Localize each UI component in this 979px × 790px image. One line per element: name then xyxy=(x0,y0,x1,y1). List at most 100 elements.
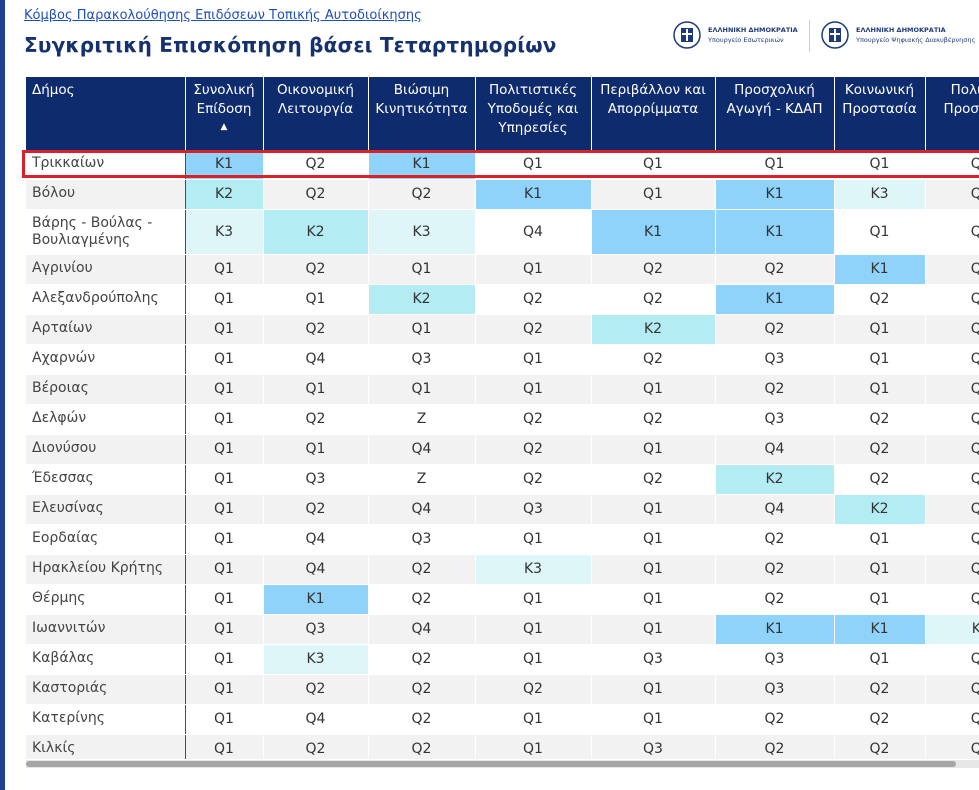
quartile-cell: Q4 xyxy=(924,644,979,675)
column-header[interactable]: Κοινωνική Προστασία xyxy=(833,77,925,150)
quartile-cell: Q1 xyxy=(184,704,263,735)
quartile-cell: K2 xyxy=(833,494,925,525)
quartile-cell: Q2 xyxy=(474,314,591,345)
quartile-cell: Q1 xyxy=(184,584,263,615)
quartile-cell: Q2 xyxy=(714,254,834,285)
table-row[interactable]: ΙωαννιτώνQ1Q3Q4Q1Q1K1K1K3 xyxy=(26,614,979,645)
quartile-cell: Q4 xyxy=(262,524,368,555)
breadcrumb-link[interactable]: Κόμβος Παρακολούθησης Επιδόσεων Τοπικής … xyxy=(24,8,422,23)
table-row[interactable]: Βάρης - Βούλας - Βουλιαγμένης K3 K2 K3 Q4 K1 K… xyxy=(26,209,979,255)
quartile-cell: Q2 xyxy=(262,734,368,759)
quartile-cell: Q1 xyxy=(924,464,979,495)
municipality-cell: Αγρινίου xyxy=(26,254,185,285)
column-header[interactable]: Πολιτιστικές Υποδομές και Υπηρεσίες xyxy=(474,77,591,150)
quartile-cell: K1 xyxy=(367,150,475,180)
quartile-cell: Q4 xyxy=(262,704,368,735)
quartile-cell: Q1 xyxy=(590,494,715,525)
quartile-cell: Q1 xyxy=(262,374,368,405)
municipality-cell: Κατερίνης xyxy=(26,704,185,735)
table-row[interactable]: ΑρταίωνQ1Q2Q1Q2K2Q2Q1Q4 xyxy=(26,314,979,345)
quartile-cell: Q2 xyxy=(833,284,925,315)
quartile-cell: Q4 xyxy=(474,209,591,255)
municipality-cell: Ελευσίνας xyxy=(26,494,185,525)
quartile-cell: K1 xyxy=(714,284,834,315)
quartile-cell: Q1 xyxy=(184,314,263,345)
table-row[interactable]: ΚαστοριάςQ1Q2Q2Q2Q1Q3Q2Q1 xyxy=(26,674,979,705)
table-row[interactable]: ΚιλκίςQ1Q2Q2Q1Q3Q2Q2Q1 xyxy=(26,734,979,759)
table-row[interactable]: ΔιονύσουQ1Q1Q4Q2Q1Q4Q2Q1 xyxy=(26,434,979,465)
table-row[interactable]: ΑγρινίουQ1Q2Q1Q1Q2Q2K1Q1 xyxy=(26,254,979,285)
table-row[interactable]: ΕλευσίναςQ1Q2Q4Q3Q1Q4K2Q1 xyxy=(26,494,979,525)
quartile-cell: Q2 xyxy=(714,734,834,759)
quartile-cell: Q1 xyxy=(184,404,263,435)
quartile-cell: Q2 xyxy=(262,674,368,705)
municipality-cell: Καβάλας xyxy=(26,644,185,675)
scrollbar[interactable] xyxy=(26,760,979,768)
quartile-cell: Q2 xyxy=(367,704,475,735)
quartile-cell: Q2 xyxy=(474,674,591,705)
column-header[interactable]: Δήμος xyxy=(26,77,185,150)
table-row[interactable]: ΑχαρνώνQ1Q4Q3Q1Q2Q3Q1Q1 xyxy=(26,344,979,375)
quartile-cell: K1 xyxy=(714,209,834,255)
quartile-cell: Q1 xyxy=(474,734,591,759)
quartile-cell: Q1 xyxy=(924,209,979,255)
table-container: Δήμος Συνολική Επίδοση ▲ Οικονομική Λειτουρ… xyxy=(26,77,979,759)
quartile-cell: Q1 xyxy=(184,374,263,405)
quartile-cell: K2 xyxy=(262,209,368,255)
quartile-cell: K3 xyxy=(262,644,368,675)
column-header[interactable]: Οικονομική Λειτουργία xyxy=(262,77,368,150)
quartile-cell: Q1 xyxy=(184,494,263,525)
table-row[interactable]: ΈδεσσαςQ1Q3ZQ2Q2K2Q2Q1 xyxy=(26,464,979,495)
quartile-cell: Q2 xyxy=(262,494,368,525)
municipality-cell: Αχαρνών xyxy=(26,344,185,375)
column-header[interactable]: Συνολική Επίδοση ▲ xyxy=(184,77,263,150)
quartile-cell: Q2 xyxy=(474,284,591,315)
table-row[interactable]: ΤρικκαίωνK1Q2K1Q1Q1Q1Q1Q1 xyxy=(26,150,979,180)
quartile-cell: Q2 xyxy=(262,179,368,210)
table-row[interactable]: ΕορδαίαςQ1Q4Q3Q1Q1Q2Q1Q2 xyxy=(26,524,979,555)
quartile-cell: K1 xyxy=(474,179,591,210)
table-row[interactable]: ΒέροιαςQ1Q1Q1Q1Q1Q2Q1Q3 xyxy=(26,374,979,405)
table-row[interactable]: ΚατερίνηςQ1Q4Q2Q1Q1Q2Q2Q1 xyxy=(26,704,979,735)
column-header[interactable]: Περιβάλλον και Απορρίμματα xyxy=(590,77,715,150)
scrollbar-thumb[interactable] xyxy=(26,761,956,767)
quartile-cell: Q1 xyxy=(590,704,715,735)
column-header[interactable]: Προσχολική Αγωγή - ΚΔΑΠ xyxy=(714,77,834,150)
quartile-cell: Q2 xyxy=(924,554,979,585)
quartile-cell: Q1 xyxy=(184,614,263,645)
quartile-cell: Q2 xyxy=(714,374,834,405)
table-row[interactable]: ΚαβάλαςQ1K3Q2Q1Q3Q3Q1Q4 xyxy=(26,644,979,675)
quartile-cell: Q1 xyxy=(924,704,979,735)
quartile-cell: Q3 xyxy=(590,644,715,675)
quartile-cell: Q1 xyxy=(833,584,925,615)
quartile-cell: Q1 xyxy=(184,344,263,375)
quartile-cell: Q2 xyxy=(714,524,834,555)
quartile-cell: Q3 xyxy=(714,344,834,375)
quartile-cell: Q3 xyxy=(262,464,368,495)
table-body: ΤρικκαίωνK1Q2K1Q1Q1Q1Q1Q1ΒόλουK2Q2Q2K1Q1… xyxy=(26,150,979,759)
quartile-cell: Q1 xyxy=(590,374,715,405)
table-row[interactable]: ΒόλουK2Q2Q2K1Q1K1K3Q3 xyxy=(26,179,979,210)
quartile-cell: Q1 xyxy=(833,524,925,555)
table-row[interactable]: ΘέρμηςQ1K1Q2Q1Q1Q2Q1Q3 xyxy=(26,584,979,615)
quartile-cell: Q1 xyxy=(474,150,591,180)
quartile-cell: Q1 xyxy=(474,614,591,645)
table-row[interactable]: Ηρακλείου ΚρήτηςQ1Q4Q2K3Q1Q2Q1Q2 xyxy=(26,554,979,585)
quartile-cell: Q1 xyxy=(367,254,475,285)
emblem xyxy=(673,21,701,49)
table-row[interactable]: ΔελφώνQ1Q2ZQ2Q2Q3Q2Q2 xyxy=(26,404,979,435)
quartile-cell: K1 xyxy=(714,179,834,210)
table-row[interactable]: ΑλεξανδρούποληςQ1Q1K2Q2Q2K1Q2Q3 xyxy=(26,284,979,315)
quartile-cell: Q1 xyxy=(184,254,263,285)
quartile-cell: Q1 xyxy=(590,179,715,210)
quartile-cell: Q4 xyxy=(367,494,475,525)
column-header-text: Πολιτική Προστασία xyxy=(943,82,979,117)
quartile-cell: Q1 xyxy=(924,344,979,375)
column-header[interactable]: Βιώσιμη Κινητικότητα xyxy=(367,77,475,150)
municipality-cell: Εορδαίας xyxy=(26,524,185,555)
quartile-cell: Q1 xyxy=(367,374,475,405)
column-header[interactable]: Πολιτική Προστασία xyxy=(924,77,979,150)
quartile-cell: Q1 xyxy=(184,524,263,555)
quartile-cell: Q4 xyxy=(367,614,475,645)
